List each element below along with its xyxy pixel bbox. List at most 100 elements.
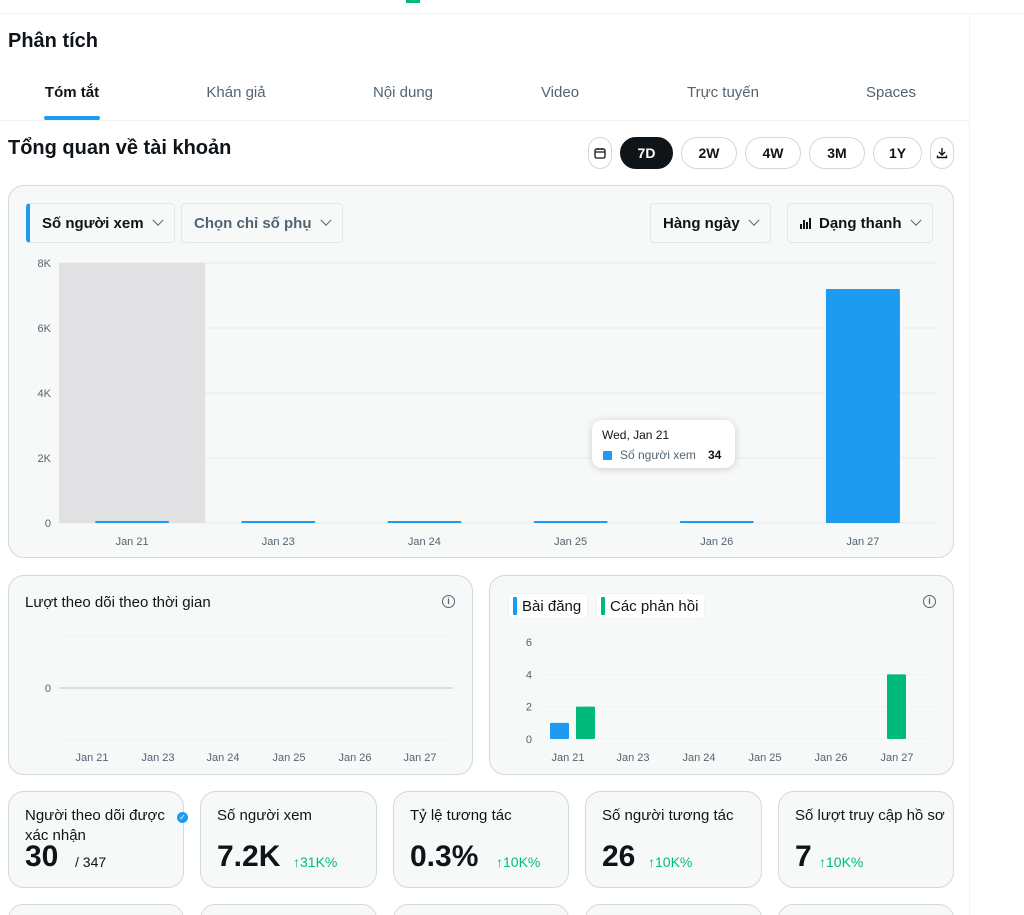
x-tick-label: Jan 21 [75,752,108,764]
tab-spaces[interactable]: Spaces [865,84,917,101]
range-7d-button[interactable]: 7D [620,137,673,169]
chart-style-select[interactable]: Dạng thanh [787,203,933,243]
metric-card-partial [8,904,184,915]
metric-denominator: / 347 [75,854,107,870]
metric-card-partial [778,904,954,915]
bar [887,674,906,739]
y-tick-label: 2K [38,453,52,465]
hover-highlight [59,263,206,523]
x-tick-label: Jan 25 [272,752,305,764]
x-tick-label: Jan 26 [814,752,847,764]
posts-chart: 0 2 4 6 Jan 21 Jan 23 Jan 24 Jan 25 Jan 26 Jan 27 [526,637,935,764]
legend-replies-label: Các phản hồi [610,597,699,615]
x-tick-label: Jan 23 [141,752,174,764]
x-tick-label: Jan 21 [551,752,584,764]
download-button[interactable] [930,137,954,169]
x-tick-label: Jan 24 [206,752,239,764]
x-tick-label: Jan 24 [408,536,441,548]
chart-style-label: Dạng thanh [819,214,902,232]
y-tick-label: 0 [45,683,51,695]
legend-posts-label: Bài đăng [522,597,582,615]
metric-delta: ↑31K% [293,854,338,870]
followers-chart-title: Lượt theo dõi theo thời gian [25,594,211,611]
legend-posts-swatch [513,597,517,615]
metric-value: 0.3% [410,840,479,873]
bar [550,722,569,739]
tab-content[interactable]: Nội dung [372,84,434,101]
metric-card-partial [393,904,569,915]
y-tick-label: 4K [38,388,52,400]
x-tick-label: Jan 27 [403,752,436,764]
top-accent [406,0,420,3]
info-icon[interactable]: i [923,595,936,608]
x-tick-label: Jan 25 [554,536,587,548]
bar [387,521,462,523]
legend-replies-swatch [601,597,605,615]
tab-audience[interactable]: Khán giả [206,84,266,101]
followers-card: Lượt theo dõi theo thời gian i [8,575,473,775]
y-tick-label: 2 [526,702,532,714]
secondary-metric-select[interactable]: Chọn chỉ số phụ [181,203,343,243]
secondary-metric-label: Chọn chỉ số phụ [194,214,312,232]
bar [679,521,754,523]
metric-value: 26 [602,840,636,873]
y-tick-label: 0 [45,518,51,530]
info-icon[interactable]: i [442,595,455,608]
metric-delta: ↑10K% [819,854,864,870]
calendar-button[interactable] [588,137,612,169]
legend-replies[interactable]: Các phản hồi [596,593,706,619]
metric-label: Số người xem [217,807,312,824]
bar [95,521,170,523]
interval-select[interactable]: Hàng ngày [650,203,771,243]
tab-live[interactable]: Trực tuyến [686,84,760,101]
calendar-icon [594,148,606,159]
primary-metric-label: Số người xem [42,214,144,232]
x-tick-label: Jan 23 [262,536,295,548]
metric-card-engagements[interactable]: Số người tương tác 26 ↑10K% [585,791,762,888]
tooltip-swatch [603,451,612,460]
metric-delta: ↑10K% [648,854,693,870]
x-tick-label: Jan 21 [116,536,149,548]
followers-chart: 0 Jan 21 Jan 23 Jan 24 Jan 25 Jan 26 Jan 27 [45,635,453,764]
bar [241,521,316,523]
metric-value: 7 [795,840,812,873]
section-title: Tổng quan về tài khoản [8,137,232,159]
metric-value: 30 [25,840,59,873]
x-tick-label: Jan 27 [846,536,879,548]
tab-video[interactable]: Video [540,84,580,101]
posts-card: Bài đăng Các phản hồi i [489,575,954,775]
x-tick-label: Jan 27 [880,752,913,764]
y-tick-label: 6K [38,323,52,335]
interval-label: Hàng ngày [663,214,740,232]
x-tick-label: Jan 25 [748,752,781,764]
metric-label: Tỷ lệ tương tác [410,807,512,824]
metric-label: Số lượt truy cập hồ sơ [795,807,945,824]
legend-posts[interactable]: Bài đăng [508,593,589,619]
chart-tooltip: Wed, Jan 21 Số người xem 34 [592,420,735,468]
metric-card-impressions[interactable]: Số người xem 7.2K ↑31K% [200,791,377,888]
main-chart: 0 2K 4K 6K 8K Jan 21 Jan 23 Jan 24 Jan 25 Jan 26 J… [38,258,936,548]
tab-summary[interactable]: Tóm tắt [44,84,100,101]
bar [825,289,900,523]
download-icon [936,148,948,159]
metric-label: Số người tương tác [602,807,734,824]
metric-card-engagement-rate[interactable]: Tỷ lệ tương tác 0.3% ↑10K% [393,791,569,888]
range-4w-button[interactable]: 4W [745,137,801,169]
analytics-tabs: Tóm tắt Khán giả Nội dung Video Trực tuy… [0,70,969,121]
active-tab-indicator [44,116,100,120]
bar [576,706,595,739]
y-tick-label: 8K [38,258,52,270]
primary-metric-select[interactable]: Số người xem [26,203,175,243]
metric-value: 7.2K [217,840,281,873]
y-tick-label: 0 [526,734,532,746]
range-2w-button[interactable]: 2W [681,137,737,169]
metric-delta: ↑10K% [496,854,541,870]
range-1y-button[interactable]: 1Y [873,137,922,169]
range-3m-button[interactable]: 3M [809,137,865,169]
metric-card-profile-visits[interactable]: Số lượt truy cập hồ sơ 7 ↑10K% [778,791,954,888]
x-tick-label: Jan 26 [700,536,733,548]
tooltip-date: Wed, Jan 21 [602,428,670,442]
x-tick-label: Jan 24 [682,752,715,764]
metric-card-verified-followers[interactable]: Người theo dõi được xác nhận ✓ 30 / 347 [8,791,188,888]
metric-label: Người theo dõi được xác nhận [25,807,165,844]
